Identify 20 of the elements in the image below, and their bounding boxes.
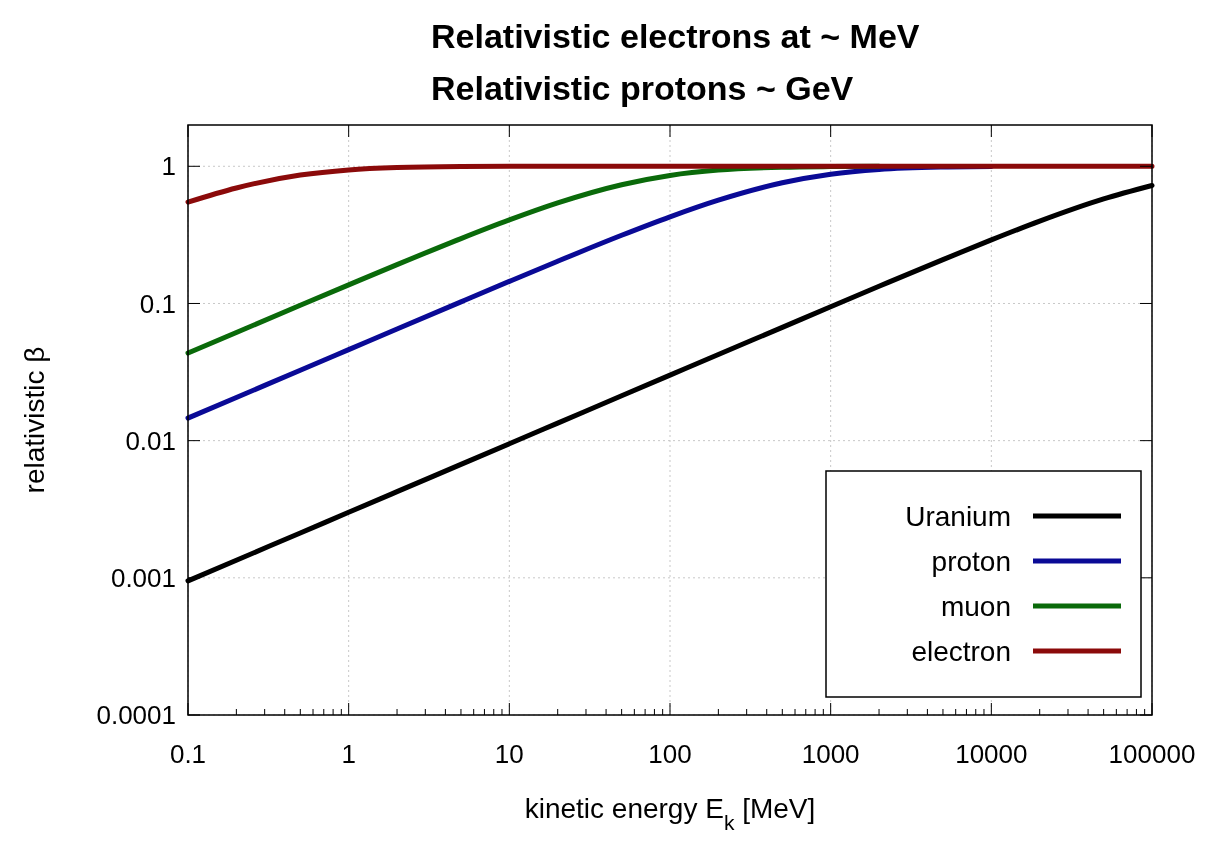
chart-subtitle: Relativistic protons ~ GeV [431,69,854,107]
x-tick-label: 0.1 [169,739,207,769]
y-tick-label: 0.01 [125,425,176,456]
legend-label: proton [931,545,1011,577]
x-tick-label: 1 [341,739,356,769]
y-tick-label: 0.1 [139,288,176,319]
x-tick-label: 100000 [1108,739,1196,769]
legend-label: Uranium [905,500,1011,532]
x-tick-label: 1000 [801,739,860,769]
x-axis-title: kinetic energy E$_{k}$ [MeV] [524,793,816,834]
y-tick-label: 0.001 [110,562,176,593]
x-tick-label: 10 [494,739,524,769]
legend-label: muon [940,590,1011,622]
x-tick-label: 100 [648,739,692,769]
legend-label: electron [911,635,1011,667]
chart-title: Relativistic electrons at ~ MeV [431,17,920,55]
x-tick-label: 10000 [955,739,1028,769]
y-tick-label: 0.0001 [96,700,176,731]
y-tick-label: 1 [161,151,176,182]
y-axis-title: relativistic β [19,346,50,494]
